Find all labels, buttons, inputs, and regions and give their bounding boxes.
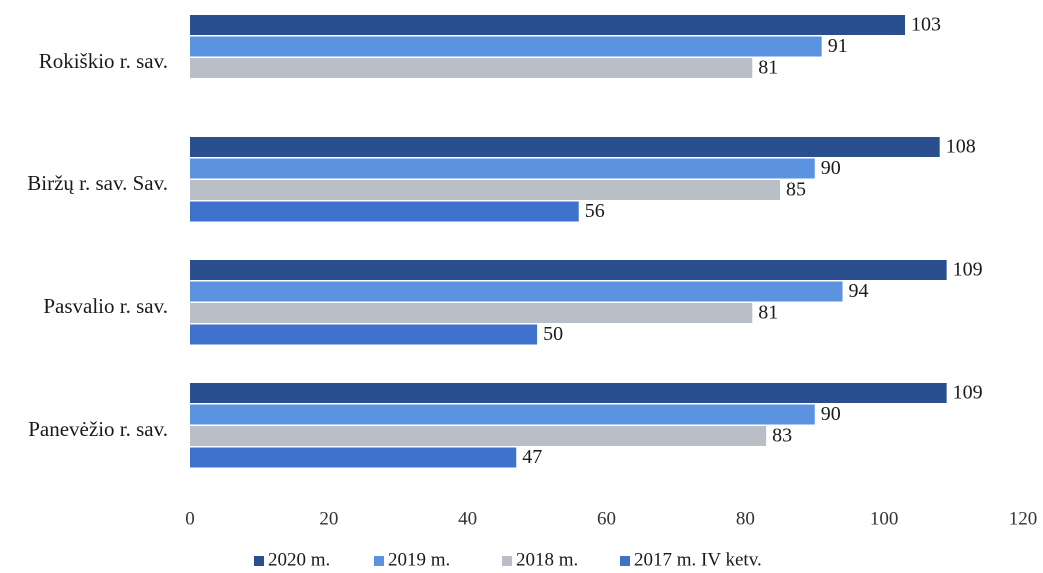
plot-area: 103 91 81 108 90 85 56 109 94 81 50 109 90 83 47 <box>190 14 983 468</box>
data-label: 94 <box>849 280 869 302</box>
data-label: 56 <box>585 200 605 222</box>
x-tick-label: 0 <box>185 508 195 529</box>
x-tick-label: 60 <box>597 508 616 529</box>
legend-swatch <box>620 556 630 566</box>
category-label: Pasvalio r. sav. <box>43 294 168 318</box>
data-label: 47 <box>522 446 542 468</box>
legend-label: 2017 m. IV ketv. <box>634 549 762 570</box>
data-label: 90 <box>821 403 841 425</box>
data-label: 109 <box>953 259 983 281</box>
category-label: Biržų r. sav. Sav. <box>27 171 168 195</box>
bar <box>190 404 815 425</box>
data-label: 109 <box>953 382 983 404</box>
bar <box>190 158 815 179</box>
bar <box>190 180 781 200</box>
data-label: 90 <box>821 157 841 179</box>
legend-swatch <box>254 556 264 566</box>
bar <box>190 303 753 323</box>
x-tick-label: 100 <box>870 508 899 529</box>
category-label: Rokiškio r. sav. <box>39 49 168 73</box>
bar <box>190 58 753 78</box>
bar <box>190 447 517 468</box>
bar <box>190 260 947 280</box>
legend-swatch <box>374 556 384 566</box>
bar <box>190 281 843 302</box>
legend-label: 2020 m. <box>268 549 330 570</box>
category-labels: Rokiškio r. sav. Biržų r. sav. Sav. Pasval… <box>27 49 168 441</box>
x-tick-label: 80 <box>736 508 755 529</box>
x-tick-label: 40 <box>458 508 477 529</box>
legend-label: 2018 m. <box>516 549 578 570</box>
bar <box>190 137 940 157</box>
data-label: 108 <box>946 136 976 158</box>
bar <box>190 36 822 57</box>
data-label: 81 <box>758 302 778 324</box>
data-label: 50 <box>543 323 563 345</box>
bar <box>190 201 579 222</box>
x-axis-ticks: 0 20 40 60 80 100 120 <box>185 508 1037 529</box>
bar <box>190 324 538 345</box>
bar <box>190 15 905 35</box>
legend-label: 2019 m. <box>388 549 450 570</box>
legend-swatch <box>502 556 512 566</box>
bar <box>190 383 947 403</box>
data-label: 103 <box>911 14 941 36</box>
legend: 2020 m. 2019 m. 2018 m. 2017 m. IV ketv. <box>254 549 762 570</box>
bar <box>190 426 767 446</box>
x-tick-label: 20 <box>319 508 338 529</box>
category-label: Panevėžio r. sav. <box>28 417 168 441</box>
data-label: 91 <box>828 35 848 57</box>
data-label: 81 <box>758 57 778 79</box>
data-label: 85 <box>786 179 806 201</box>
x-tick-label: 120 <box>1009 508 1038 529</box>
data-label: 83 <box>772 425 792 447</box>
